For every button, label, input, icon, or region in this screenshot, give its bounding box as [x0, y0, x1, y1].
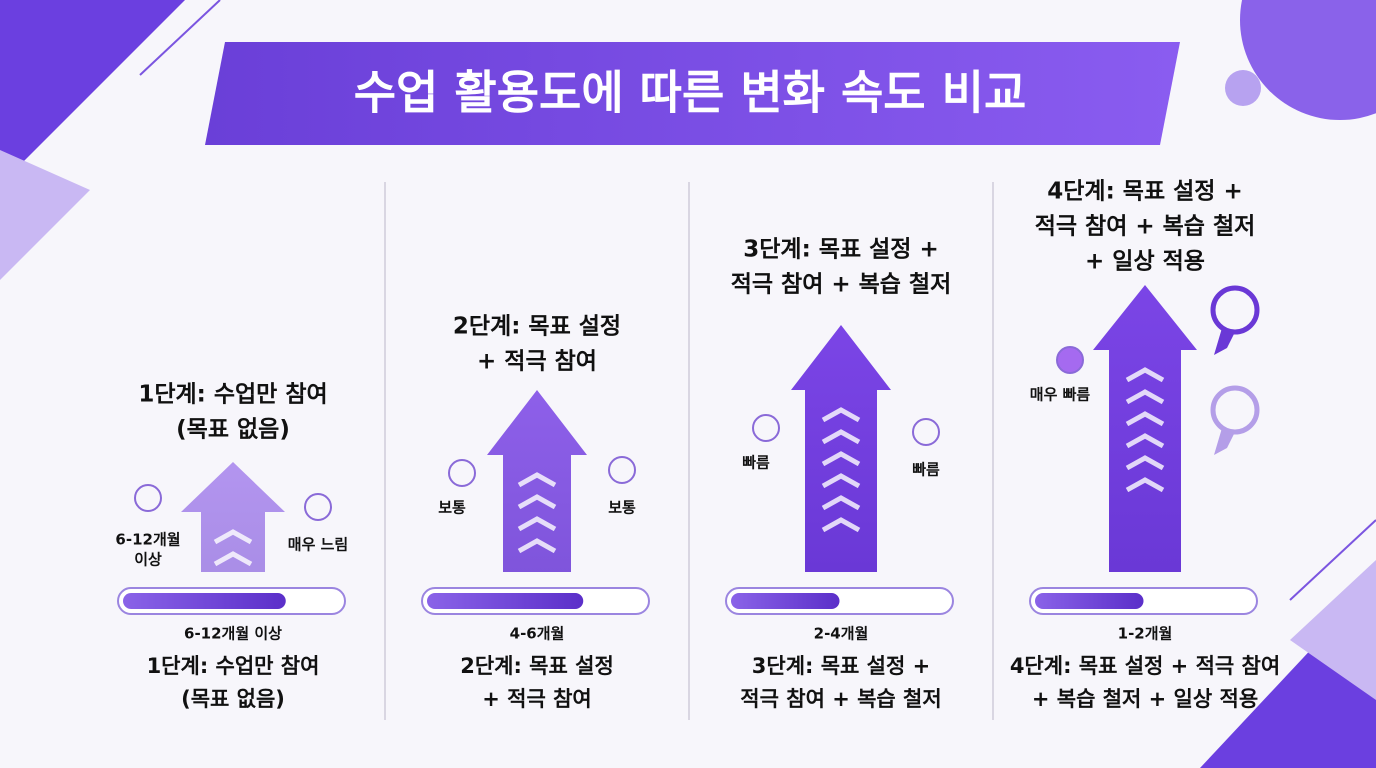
speed-label: 이상 [134, 551, 162, 569]
duration: 2-4개월 [814, 625, 869, 643]
clock-icon [304, 493, 332, 521]
deco [1289, 519, 1376, 601]
progress-fill [1035, 593, 1144, 609]
chevron [821, 495, 861, 511]
chevron [517, 516, 557, 532]
clock-icon [608, 456, 636, 484]
duration: 4-6개월 [510, 625, 565, 643]
stage-heading: (목표 없음) [176, 417, 290, 443]
stage-heading: + 적극 참여 [477, 349, 597, 375]
arrow [791, 325, 891, 572]
clock-icon [752, 414, 780, 442]
stage-footer: 2단계: 목표 설정 [460, 654, 614, 678]
arrow [1093, 285, 1197, 572]
chevron [1125, 411, 1165, 427]
speed-label: 매우 빠름 [1030, 386, 1091, 404]
chevron [821, 429, 861, 445]
progress-fill [427, 593, 584, 609]
stage-heading: 2단계: 목표 설정 [453, 314, 621, 340]
clock-icon [912, 418, 940, 446]
stage-heading: 3단계: 목표 설정 + [743, 237, 938, 263]
chevron [1125, 433, 1165, 449]
chevron [821, 473, 861, 489]
chevron [821, 407, 861, 423]
chevron [213, 529, 253, 545]
stage-heading: 적극 참여 + 복습 철저 [731, 272, 952, 298]
deco [139, 0, 221, 76]
speed-label: 보통 [608, 499, 636, 517]
chevron [517, 538, 557, 554]
chevron [821, 451, 861, 467]
chevron [821, 517, 861, 533]
stage-footer: (목표 없음) [181, 687, 285, 711]
deco [0, 0, 185, 185]
stage-footer: + 복습 철저 + 일상 적용 [1032, 687, 1258, 711]
stage-footer: 적극 참여 + 복습 철저 [740, 687, 941, 711]
progress-fill [731, 593, 840, 609]
title-banner [205, 42, 1180, 145]
stage-heading: + 일상 적용 [1085, 249, 1205, 275]
chevron [213, 551, 253, 567]
deco [1240, 0, 1376, 120]
stage-footer: 1단계: 수업만 참여 [147, 654, 320, 678]
stage-footer: 3단계: 목표 설정 + [752, 654, 930, 678]
arrow [487, 390, 587, 572]
title: 수업 활용도에 따른 변화 속도 비교 [354, 66, 1027, 120]
badge-ribbon [1214, 428, 1235, 455]
clock-icon [1056, 346, 1084, 374]
speed-label: 보통 [438, 499, 466, 517]
speed-label: 6-12개월 [115, 531, 180, 549]
duration: 6-12개월 이상 [184, 625, 282, 643]
chevron [1125, 367, 1165, 383]
stage-footer: 4단계: 목표 설정 + 적극 참여 [1010, 654, 1280, 678]
speed-label: 빠름 [912, 461, 940, 479]
badge-ribbon [1214, 328, 1235, 355]
clock-icon [448, 459, 476, 487]
speed-label: 빠름 [742, 454, 770, 472]
deco [1290, 560, 1376, 700]
chevron [517, 472, 557, 488]
chevron [1125, 477, 1165, 493]
stage-footer: + 적극 참여 [482, 687, 592, 711]
stage-heading: 적극 참여 + 복습 철저 [1035, 214, 1256, 240]
stage-heading: 1단계: 수업만 참여 [138, 382, 327, 408]
deco [1225, 70, 1261, 106]
chevron [1125, 389, 1165, 405]
speed-label: 매우 느림 [288, 536, 348, 554]
chevron [1125, 455, 1165, 471]
clock-icon [134, 484, 162, 512]
duration: 1-2개월 [1118, 625, 1173, 643]
deco [0, 150, 90, 280]
progress-fill [123, 593, 286, 609]
chevron [517, 494, 557, 510]
stage-heading: 4단계: 목표 설정 + [1047, 179, 1242, 205]
arrow [181, 462, 285, 572]
